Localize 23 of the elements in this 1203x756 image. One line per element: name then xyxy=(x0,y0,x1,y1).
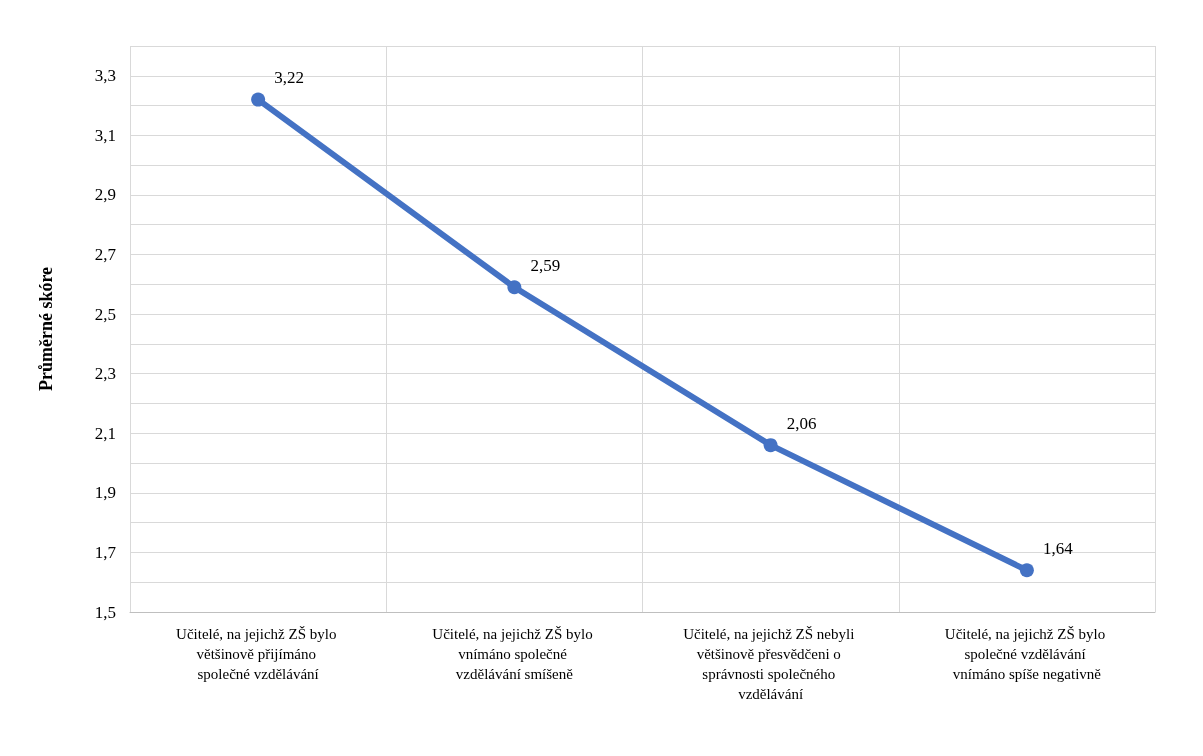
y-tick-label: 1,9 xyxy=(94,483,116,503)
x-tick-label: Učitelé, na jejichž ZŠ nebyli většinově přesvědčeni o správnosti společného vzdělávání xyxy=(683,626,859,702)
y-tick-label: 1,7 xyxy=(94,542,117,562)
y-axis-title: Průměrné skóre xyxy=(36,266,56,392)
point xyxy=(1019,563,1034,578)
y-tick-label: 2,3 xyxy=(94,364,116,384)
y-tick-label: 2,7 xyxy=(94,245,117,265)
y-tick-label: 1,5 xyxy=(94,602,116,622)
point xyxy=(507,280,522,295)
y-tick-label: 2,5 xyxy=(94,304,116,324)
x-tick-label: Učitelé, na jejichž ZŠ bylo společné vzdělávání vnímáno spíše negativně xyxy=(944,626,1109,682)
data-label: 2,59 xyxy=(530,255,561,275)
x-tick-label: Učitelé, na jejichž ZŠ bylo většinově přijímáno společné vzdělávání xyxy=(176,626,341,682)
data-label: 1,64 xyxy=(1042,538,1074,558)
data-label: 3,22 xyxy=(274,68,304,88)
y-tick-label: 2,9 xyxy=(94,185,116,205)
y-tick-label: 2,1 xyxy=(94,423,116,443)
point xyxy=(763,438,778,453)
point xyxy=(251,92,266,107)
y-tick-label: 3,3 xyxy=(94,66,116,86)
data-label: 2,06 xyxy=(786,413,817,433)
x-tick-label: Učitelé, na jejichž ZŠ bylo vnímáno společné vzdělávání smíšeně xyxy=(432,626,597,682)
y-tick-label: 3,1 xyxy=(94,125,116,145)
